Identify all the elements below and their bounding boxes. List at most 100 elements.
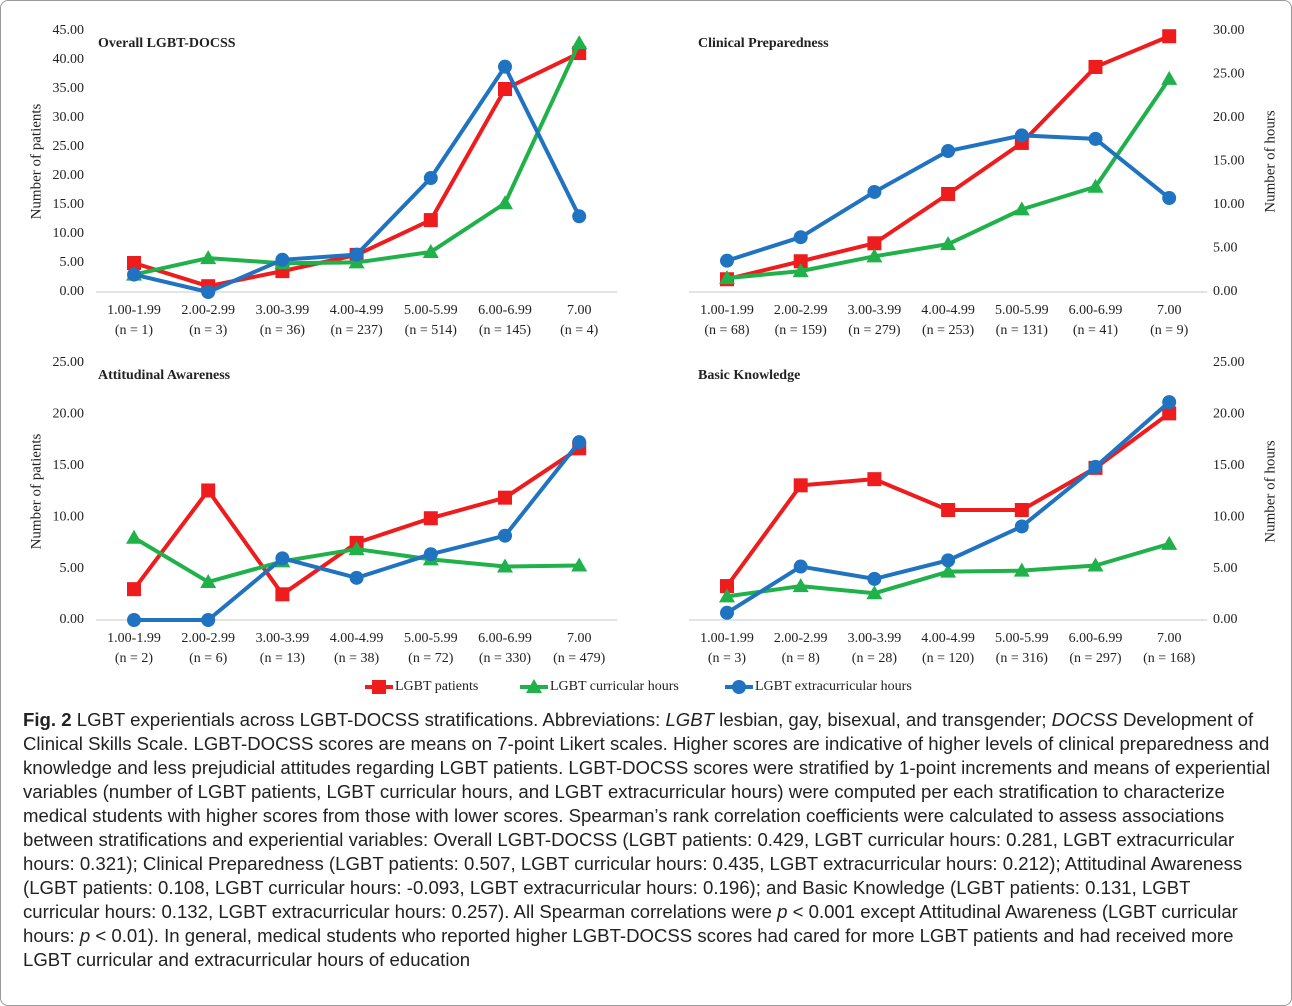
x-tick-sublabel: (n = 120) [922, 651, 975, 666]
y-axis-title: Number of patients [28, 433, 44, 549]
marker [526, 679, 542, 693]
y-tick-label: 40.00 [53, 52, 85, 67]
x-tick-label: 7.00 [567, 631, 592, 646]
x-tick-label: 5.00-5.99 [995, 303, 1049, 318]
marker [201, 285, 216, 299]
marker [867, 472, 882, 487]
marker [720, 253, 734, 268]
marker [127, 256, 141, 270]
x-tick-sublabel: (n = 1) [115, 323, 154, 338]
marker [1087, 557, 1104, 572]
x-tick-label: 5.00-5.99 [404, 631, 458, 646]
marker [1088, 59, 1103, 74]
y2-tick-label: 20.00 [1213, 407, 1245, 422]
marker [498, 82, 512, 96]
x-tick-sublabel: (n = 159) [775, 323, 828, 338]
marker [1162, 406, 1177, 421]
x-tick-sublabel: (n = 3) [708, 651, 747, 666]
panel-title: Attitudinal Awareness [98, 368, 231, 383]
marker [127, 582, 141, 597]
marker [867, 236, 882, 251]
caption-text: DOCSS [1051, 709, 1118, 730]
x-tick-sublabel: (n = 38) [334, 651, 380, 666]
y2-tick-label: 30.00 [1213, 23, 1245, 38]
y2-tick-label: 15.00 [1213, 458, 1245, 473]
x-tick-sublabel: (n = 4) [560, 323, 599, 338]
x-tick-label: 2.00-2.99 [181, 303, 235, 318]
marker [498, 490, 512, 505]
marker [423, 547, 438, 562]
y-tick-label: 15.00 [53, 458, 85, 473]
series-line [134, 440, 581, 622]
x-tick-label: 6.00-6.99 [1069, 631, 1123, 646]
marker [1088, 131, 1103, 146]
marker [941, 186, 956, 201]
marker [200, 250, 217, 265]
y2-tick-label: 20.00 [1213, 110, 1245, 125]
marker [941, 503, 956, 518]
x-tick-sublabel: (n = 36) [260, 323, 306, 338]
marker [1162, 29, 1177, 44]
x-tick-sublabel: (n = 316) [996, 651, 1049, 666]
y-tick-label: 15.00 [53, 197, 85, 212]
legend-label: LGBT curricular hours [550, 679, 679, 694]
x-tick-label: 5.00-5.99 [404, 303, 458, 318]
x-tick-label: 6.00-6.99 [478, 303, 532, 318]
y-axis-title: Number of patients [28, 103, 44, 219]
marker [201, 613, 216, 627]
x-tick-sublabel: (n = 237) [330, 323, 383, 338]
panel-title: Overall LGBT-DOCSS [98, 36, 236, 51]
x-tick-label: 2.00-2.99 [774, 631, 828, 646]
x-tick-label: 3.00-3.99 [256, 631, 310, 646]
marker [732, 680, 746, 694]
marker [126, 529, 142, 544]
x-tick-label: 2.00-2.99 [774, 303, 828, 318]
x-tick-label: 6.00-6.99 [478, 631, 532, 646]
marker [497, 558, 513, 573]
marker [941, 144, 956, 159]
marker [867, 184, 882, 199]
x-tick-sublabel: (n = 72) [408, 651, 454, 666]
caption-text: p [79, 925, 91, 946]
marker [867, 571, 882, 586]
x-tick-label: 1.00-1.99 [107, 631, 161, 646]
marker [127, 267, 141, 282]
y-tick-label: 35.00 [53, 81, 85, 96]
marker [719, 588, 735, 603]
y2-tick-label: 0.00 [1213, 284, 1238, 299]
y-tick-label: 45.00 [53, 23, 85, 38]
marker [1162, 395, 1177, 410]
marker [571, 35, 588, 50]
y-tick-label: 0.00 [60, 284, 85, 299]
y2-tick-label: 10.00 [1213, 197, 1245, 212]
marker [941, 553, 956, 568]
marker [1161, 70, 1178, 85]
x-tick-label: 3.00-3.99 [848, 303, 902, 318]
marker [498, 528, 512, 543]
marker [793, 254, 808, 269]
marker [1088, 459, 1103, 474]
marker [372, 680, 386, 694]
caption-text: LGBT [665, 709, 715, 730]
x-tick-sublabel: (n = 8) [782, 651, 821, 666]
marker [423, 511, 438, 526]
marker [1014, 503, 1029, 518]
x-tick-label: 7.00 [1157, 303, 1182, 318]
x-tick-label: 5.00-5.99 [995, 631, 1049, 646]
marker [498, 59, 512, 74]
x-tick-sublabel: (n = 3) [189, 323, 228, 338]
x-tick-label: 1.00-1.99 [700, 631, 754, 646]
marker [793, 478, 808, 493]
marker [423, 213, 438, 228]
caption-text: lesbian, gay, bisexual, and transgender; [714, 709, 1052, 730]
x-tick-sublabel: (n = 330) [479, 651, 532, 666]
x-tick-label: 7.00 [1157, 631, 1182, 646]
caption-text: Development of Clinical Skills Scale. LG… [23, 709, 1271, 922]
y-tick-label: 25.00 [53, 139, 85, 154]
marker [940, 236, 957, 251]
x-tick-sublabel: (n = 168) [1143, 651, 1196, 666]
marker [1013, 201, 1030, 216]
y-tick-label: 10.00 [53, 226, 85, 241]
x-tick-label: 1.00-1.99 [700, 303, 754, 318]
marker [866, 248, 883, 263]
